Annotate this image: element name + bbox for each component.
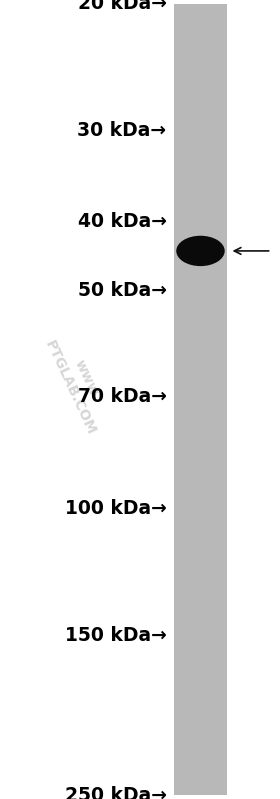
Text: 150 kDa→: 150 kDa→ [65,626,167,645]
Text: www.
PTGLAB.COM: www. PTGLAB.COM [42,330,115,437]
Text: 30 kDa→: 30 kDa→ [78,121,167,141]
Text: 40 kDa→: 40 kDa→ [78,212,167,231]
Bar [174,4,227,795]
Text: 20 kDa→: 20 kDa→ [78,0,167,14]
Ellipse shape [176,236,225,266]
Text: 100 kDa→: 100 kDa→ [65,499,167,518]
Text: 50 kDa→: 50 kDa→ [78,281,167,300]
Text: 70 kDa→: 70 kDa→ [78,387,167,406]
Text: 250 kDa→: 250 kDa→ [65,785,167,799]
